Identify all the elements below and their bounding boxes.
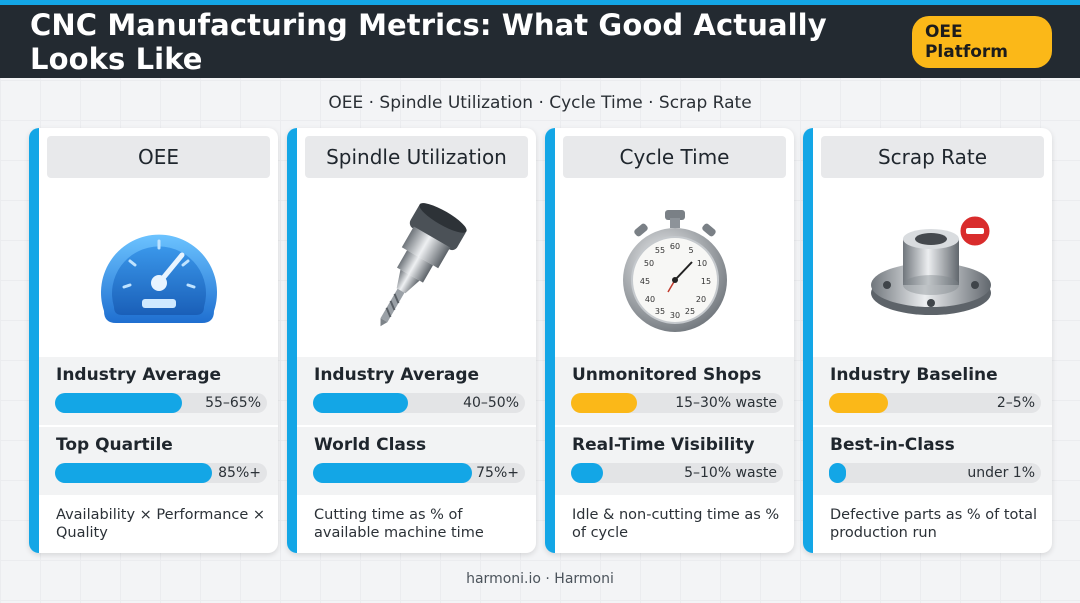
svg-text:45: 45	[639, 277, 649, 286]
card-description: Availability × Performance × Quality	[56, 507, 266, 541]
metric-bar-track: 40–50%	[313, 393, 525, 413]
page-subtitle: OEE · Spindle Utilization · Cycle Time ·…	[328, 93, 752, 113]
metric-industry-average: Industry Average 55–65%	[39, 357, 278, 425]
metric-bar-fill	[829, 393, 889, 413]
metric-bar-fill	[829, 463, 846, 483]
metric-value: under 1%	[967, 465, 1035, 481]
metric-industry-baseline: Industry Baseline 2–5%	[813, 357, 1052, 425]
svg-text:5: 5	[688, 246, 693, 255]
metric-bar-track: 55–65%	[55, 393, 267, 413]
svg-text:30: 30	[669, 311, 679, 320]
metric-label: Industry Average	[314, 365, 480, 385]
card-oee: OEE Industry Average	[29, 128, 278, 553]
card-description: Idle & non-cutting time as % of cycle	[572, 507, 780, 541]
card-accent-bar	[287, 128, 297, 553]
page-title: CNC Manufacturing Metrics: What Good Act…	[30, 7, 827, 76]
svg-text:15: 15	[700, 277, 710, 286]
metric-unmonitored-shops: Unmonitored Shops 15–30% waste	[555, 357, 794, 425]
card-description: Cutting time as % of available machine t…	[314, 507, 484, 541]
metric-value: 75%+	[476, 465, 519, 481]
metric-bar-track: 75%+	[313, 463, 525, 483]
metric-bar-fill	[571, 393, 637, 413]
card-title: Cycle Time	[563, 136, 786, 178]
svg-text:40: 40	[644, 295, 654, 304]
metric-label: Top Quartile	[56, 435, 173, 455]
card-scrap-rate: Scrap Rate Industry Baseline 2–5%	[803, 128, 1052, 553]
card-title: Spindle Utilization	[305, 136, 528, 178]
metric-value: 5–10% waste	[684, 465, 777, 481]
platform-badge: OEE Platform	[911, 15, 1052, 68]
card-accent-bar	[545, 128, 555, 553]
metric-label: Industry Baseline	[830, 365, 998, 385]
metric-industry-average: Industry Average 40–50%	[297, 357, 536, 425]
metric-bar-fill	[313, 393, 409, 413]
cnc-spindle-drill-icon	[380, 203, 467, 327]
card-title: Scrap Rate	[821, 136, 1044, 178]
page-header: CNC Manufacturing Metrics: What Good Act…	[0, 5, 1080, 78]
metric-bar-track: 2–5%	[829, 393, 1041, 413]
metric-bar-fill	[313, 463, 472, 483]
top-accent-line	[0, 0, 1080, 5]
svg-text:35: 35	[654, 307, 664, 316]
card-cycle-time: Cycle Time 60 5 10 15 20 25 30 35 40 45 50 55	[545, 128, 794, 553]
metric-value: 15–30% waste	[675, 395, 777, 411]
metric-bar-fill	[55, 463, 212, 483]
metric-bar-track: 15–30% waste	[571, 393, 783, 413]
metric-value: 2–5%	[996, 395, 1035, 411]
svg-text:20: 20	[695, 295, 705, 304]
metric-top-quartile: Top Quartile 85%+	[39, 427, 278, 495]
metric-label: Industry Average	[56, 365, 222, 385]
metric-bar-fill	[571, 463, 603, 483]
svg-text:50: 50	[643, 259, 653, 268]
metric-label: Real-Time Visibility	[572, 435, 755, 455]
svg-text:60: 60	[669, 242, 679, 251]
metric-world-class: World Class 75%+	[297, 427, 536, 495]
card-description: Defective parts as % of total production…	[830, 507, 1037, 541]
metric-label: Best-in-Class	[830, 435, 955, 455]
metric-value: 55–65%	[205, 395, 261, 411]
metric-bar-track: under 1%	[829, 463, 1041, 483]
card-accent-bar	[803, 128, 813, 553]
metric-value: 85%+	[218, 465, 261, 481]
metric-bar-fill	[55, 393, 183, 413]
card-title: OEE	[47, 136, 270, 178]
svg-text:10: 10	[696, 259, 706, 268]
metric-label: World Class	[314, 435, 427, 455]
metric-value: 40–50%	[463, 395, 519, 411]
metric-label: Unmonitored Shops	[572, 365, 762, 385]
machined-flange-part-icon	[870, 213, 992, 315]
page-footer: harmoni.io · Harmoni	[466, 571, 614, 587]
svg-text:25: 25	[684, 307, 694, 316]
speedometer-gauge-icon	[100, 234, 217, 323]
card-spindle-utilization: Spindle Utilization	[287, 128, 536, 553]
metric-real-time-visibility: Real-Time Visibility 5–10% waste	[555, 427, 794, 495]
metric-best-in-class: Best-in-Class under 1%	[813, 427, 1052, 495]
metric-bar-track: 85%+	[55, 463, 267, 483]
card-accent-bar	[29, 128, 39, 553]
metric-bar-track: 5–10% waste	[571, 463, 783, 483]
svg-text:55: 55	[654, 246, 664, 255]
